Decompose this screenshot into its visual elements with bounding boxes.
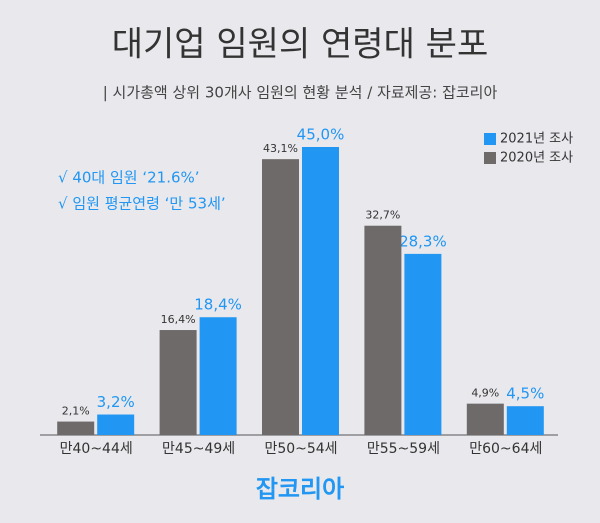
value-label: 4,5% [506,385,544,403]
annotation: √ 40대 임원 ‘21.6%’ [58,169,200,187]
value-label: 18,4% [194,296,242,314]
bar [199,317,237,435]
bar [159,330,197,435]
x-tick-label: 만40~44세 [60,441,133,457]
bar [466,403,504,435]
bar [97,414,135,435]
value-label: 4,9% [471,387,499,400]
x-tick-label: 만50~54세 [264,441,337,457]
value-label: 2,1% [62,405,90,418]
chart-title: 대기업 임원의 연령대 분포 [112,25,489,65]
value-label: 3,2% [97,393,135,411]
legend-label: 2020년 조사 [500,151,573,166]
value-label: 28,3% [399,232,447,250]
legend-label: 2021년 조사 [500,132,573,147]
bar [262,159,299,435]
bar [506,406,544,435]
legend-swatch [484,152,496,164]
value-label: 32,7% [365,209,400,222]
bar [364,225,402,435]
value-label: 45,0% [297,126,345,144]
x-tick-label: 만55~59세 [367,441,440,457]
footer-logo: 잡코리아 [256,475,344,503]
x-tick-label: 만45~49세 [162,441,235,457]
value-label: 16,4% [161,313,196,326]
value-label: 43,1% [263,142,298,155]
bar [404,253,442,435]
legend-swatch [484,133,496,145]
x-tick-label: 만60~64세 [469,441,542,457]
bar [302,147,339,435]
bar [57,421,95,435]
annotation: √ 임원 평균연령 ‘만 53세’ [58,195,226,213]
chart-subtitle: | 시가총액 상위 30개사 임원의 현황 분석 / 자료제공: 잡코리아 [103,84,498,102]
